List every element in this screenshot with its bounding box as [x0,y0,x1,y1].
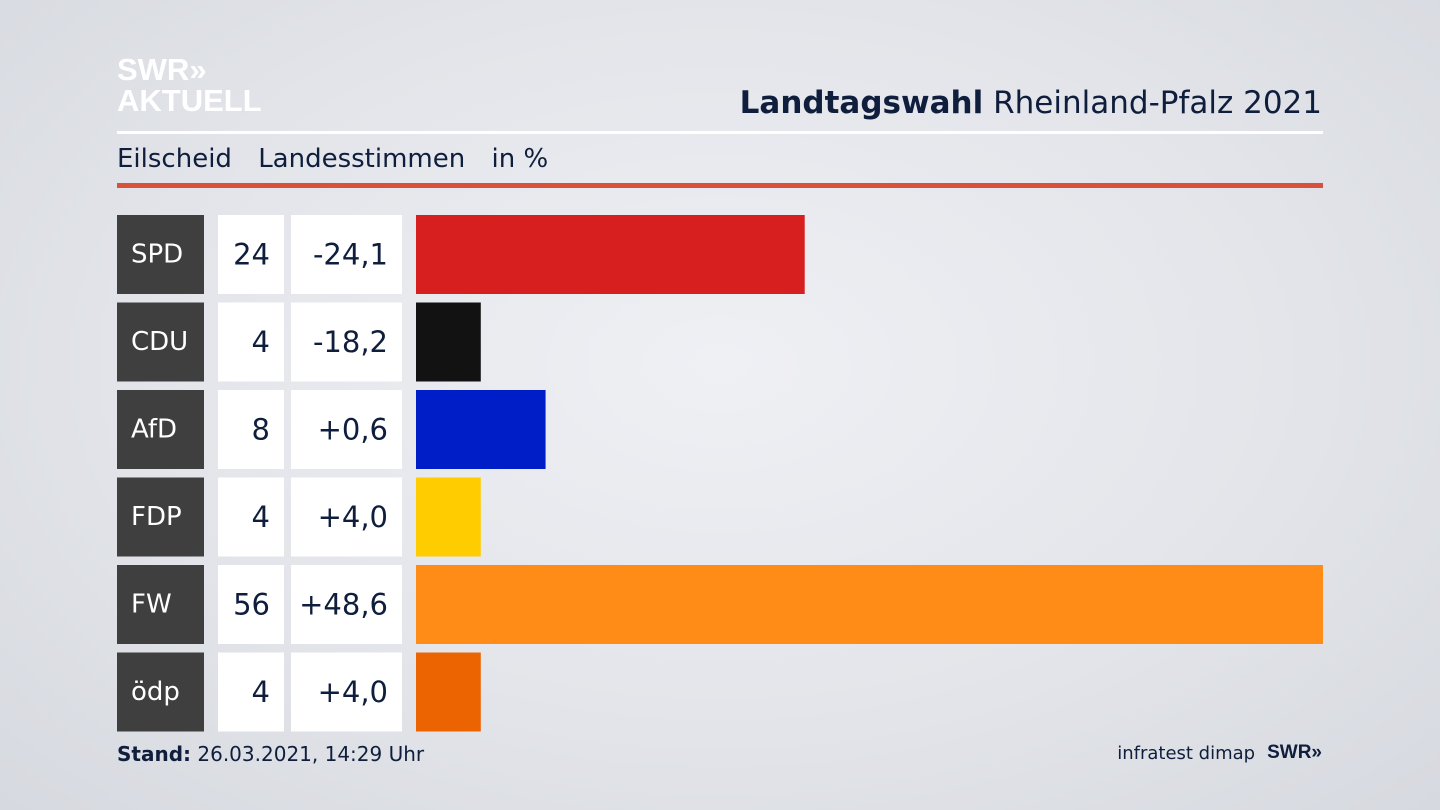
party-label-fdp: FDP [131,502,182,532]
header-divider [117,131,1323,134]
value-label-dp: 4 [252,675,270,709]
party-label-spd: SPD [131,240,183,270]
change-label-fdp: +4,0 [318,500,388,534]
value-label-cdu: 4 [252,325,270,359]
change-label-cdu: -18,2 [313,325,388,359]
change-label-dp: +4,0 [318,675,388,709]
chart-subtitle: Eilscheid Landesstimmen in % [117,144,566,174]
change-box-spd [291,215,402,294]
change-label-spd: -24,1 [313,238,388,272]
chart-title: Landtagswahl Rheinland-Pfalz 2021 [740,85,1322,121]
value-label-fdp: 4 [252,500,270,534]
change-label-afd: +0,6 [318,413,388,447]
party-label-dp: ödp [131,677,180,707]
bar-fw [416,565,1323,644]
party-label-box-afd [117,390,204,469]
party-label-box-cdu [117,302,204,382]
bar-dp [416,652,481,732]
party-label-cdu: CDU [131,327,188,357]
party-label-afd: AfD [131,415,177,445]
party-label-fw: FW [131,590,172,620]
party-label-box-fw [117,565,204,644]
party-label-box-fdp [117,477,204,557]
party-label-box-spd [117,215,204,294]
value-label-afd: 8 [252,413,270,447]
value-box-cdu [218,302,284,382]
logo-line-2: AKTUELL [117,83,262,118]
change-box-dp [291,652,402,732]
subtitle-unit: in % [491,144,549,174]
swr-aktuell-logo: SWR» AKTUELL [117,54,262,116]
logo-line-1: SWR» [117,52,207,87]
source-credit: infratest dimap SWR» [1117,742,1322,764]
change-box-fw [291,565,402,644]
bar-fdp [416,477,481,557]
stand-value: 26.03.2021, 14:29 Uhr [197,742,425,766]
value-box-dp [218,652,284,732]
value-box-fw [218,565,284,644]
accent-divider [117,183,1323,188]
stand-label: Stand: [117,742,192,766]
title-rest: Rheinland-Pfalz 2021 [993,85,1322,121]
change-box-fdp [291,477,402,557]
subtitle-place: Eilscheid [117,144,232,174]
value-box-afd [218,390,284,469]
value-label-fw: 56 [233,588,270,622]
source-label: infratest dimap [1117,742,1256,764]
timestamp: Stand: 26.03.2021, 14:29 Uhr [117,742,424,766]
bar-cdu [416,302,481,382]
value-label-spd: 24 [233,238,270,272]
subtitle-measure: Landesstimmen [258,144,466,174]
bar-spd [416,215,805,294]
change-box-cdu [291,302,402,382]
change-box-afd [291,390,402,469]
value-box-fdp [218,477,284,557]
bar-afd [416,390,546,469]
value-box-spd [218,215,284,294]
title-bold: Landtagswahl [739,85,984,121]
swr-brand-logo: SWR» [1267,742,1322,763]
change-label-fw: +48,6 [299,588,388,622]
party-label-box-dp [117,652,204,732]
